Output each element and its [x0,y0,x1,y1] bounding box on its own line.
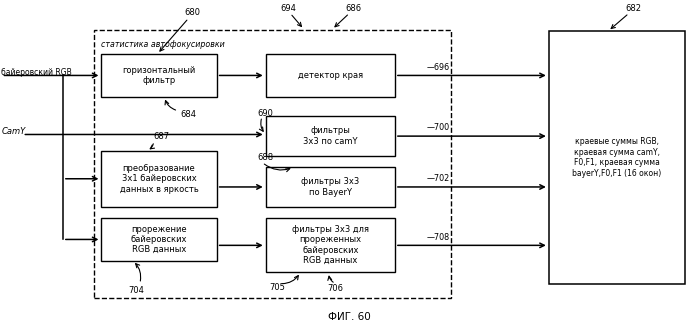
Text: 684: 684 [180,110,196,119]
Text: детектор края: детектор края [298,71,363,80]
Text: 688: 688 [257,153,273,162]
Text: фильтры 3х3
по BayerY: фильтры 3х3 по BayerY [301,177,359,197]
Text: фильтры 3х3 для
прореженных
байеровских
RGB данных: фильтры 3х3 для прореженных байеровских … [291,225,369,265]
FancyBboxPatch shape [266,116,395,156]
Text: 694: 694 [280,4,296,13]
Text: 705: 705 [269,283,284,293]
FancyBboxPatch shape [266,54,395,97]
Text: 690: 690 [257,109,273,118]
Text: 704: 704 [129,286,144,295]
Text: ФИГ. 60: ФИГ. 60 [328,312,371,321]
Text: фильтры
3x3 по camY: фильтры 3x3 по camY [303,126,357,146]
FancyBboxPatch shape [101,54,217,97]
Text: —702: —702 [426,174,449,183]
Text: 687: 687 [154,132,170,141]
Text: 682: 682 [626,4,641,13]
Text: краевые суммы RGB,
краевая сумма camY,
F0,F1, краевая сумма
bayerY,F0,F1 (16 око: краевые суммы RGB, краевая сумма camY, F… [572,137,661,177]
FancyBboxPatch shape [266,218,395,272]
Text: 686: 686 [345,4,361,13]
FancyBboxPatch shape [266,167,395,207]
Text: —708: —708 [426,233,449,242]
FancyBboxPatch shape [101,218,217,261]
Text: CamY: CamY [1,127,26,136]
FancyBboxPatch shape [101,151,217,207]
Text: —696: —696 [426,63,449,72]
Text: 680: 680 [185,8,200,17]
Text: преобразование
3х1 байеровских
данных в яркость: преобразование 3х1 байеровских данных в … [120,164,199,194]
Text: статистика автофокусировки: статистика автофокусировки [101,40,225,49]
Text: байеровский RGB: байеровский RGB [1,68,72,77]
Text: —700: —700 [426,123,449,133]
Text: горизонтальный
фильтр: горизонтальный фильтр [122,66,196,85]
Text: прорежение
байеровских
RGB данных: прорежение байеровских RGB данных [131,225,187,254]
Text: 706: 706 [328,284,343,293]
FancyBboxPatch shape [549,31,685,284]
